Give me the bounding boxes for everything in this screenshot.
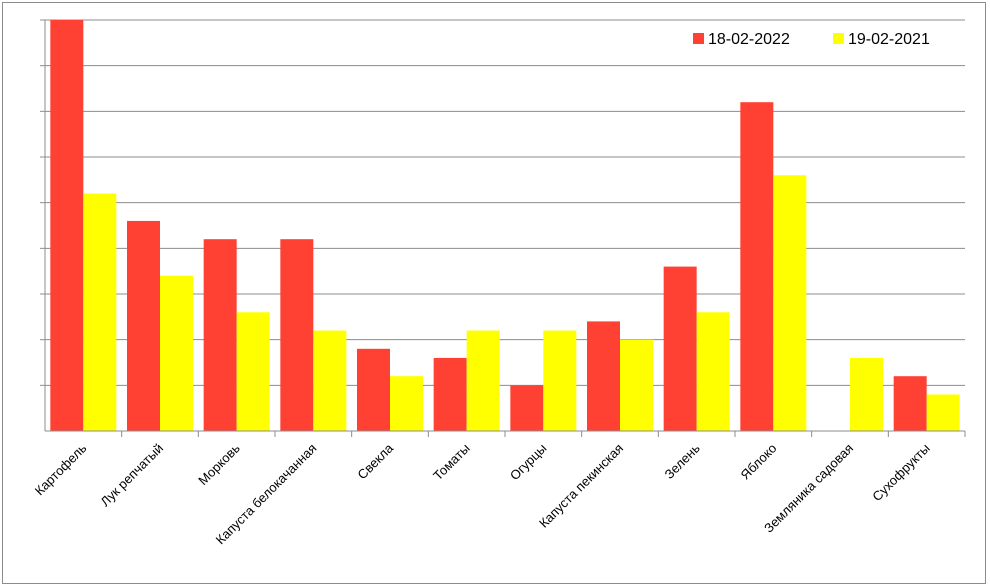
bar xyxy=(773,175,807,431)
legend-label: 18-02-2022 xyxy=(708,31,790,48)
bar xyxy=(127,220,160,431)
bars xyxy=(50,20,960,431)
x-tick-label: Морковь xyxy=(195,440,243,488)
bar xyxy=(696,312,730,431)
bar xyxy=(850,357,883,431)
bar xyxy=(466,330,500,431)
axes xyxy=(40,19,966,437)
x-tick-label: Зелень xyxy=(661,440,702,481)
legend-label: 19-02-2021 xyxy=(848,31,930,48)
x-tick-label: Свекла xyxy=(354,440,396,482)
bar xyxy=(620,339,653,431)
x-tick-label: Капуста пекинская xyxy=(536,441,626,531)
legend-swatch xyxy=(693,33,704,44)
bar xyxy=(313,330,347,431)
bar xyxy=(357,348,390,431)
bar xyxy=(50,20,84,431)
x-tick-label: Сухофрукты xyxy=(869,441,933,505)
bar xyxy=(510,385,544,431)
bar xyxy=(390,376,423,431)
bar xyxy=(83,193,117,431)
gridlines xyxy=(45,19,965,386)
legend: 18-02-2022 19-02-2021 xyxy=(693,31,930,48)
bar xyxy=(926,394,960,431)
bar xyxy=(203,239,237,431)
x-tick-label: Огурцы xyxy=(507,441,550,484)
bar xyxy=(740,102,774,431)
x-tick-label: Томаты xyxy=(430,441,473,484)
bar xyxy=(160,275,193,431)
x-tick-label: Картофель xyxy=(32,440,90,498)
bar xyxy=(543,330,577,431)
bar xyxy=(433,357,467,431)
bar xyxy=(236,312,270,431)
legend-swatch xyxy=(833,33,844,44)
bar xyxy=(893,376,927,431)
bar xyxy=(587,321,620,431)
bar xyxy=(280,239,314,431)
x-tick-label: Лук репчатый xyxy=(97,441,166,510)
bar xyxy=(663,266,697,431)
x-tick-label: Яблоко xyxy=(738,441,780,483)
